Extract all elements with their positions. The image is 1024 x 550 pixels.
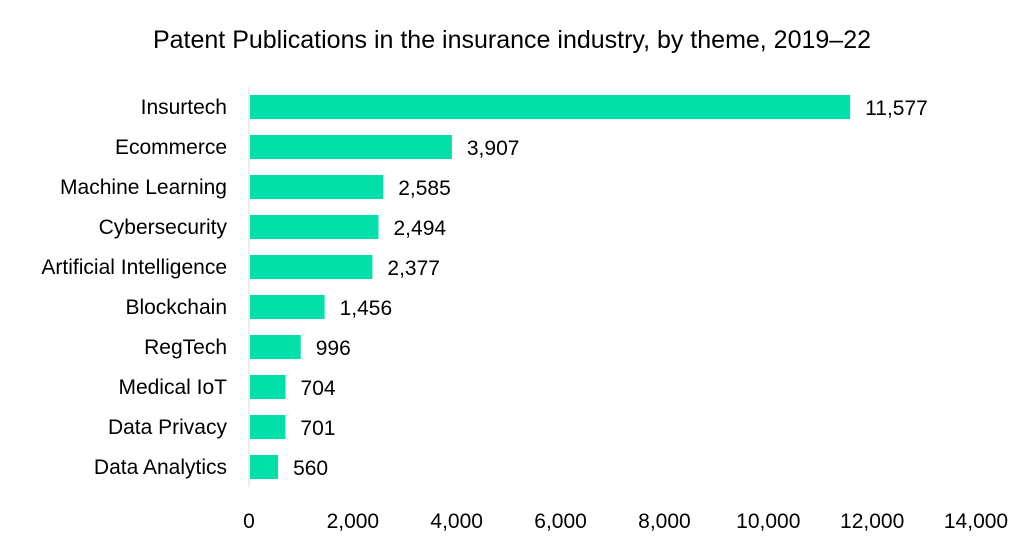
x-tick-label: 10,000: [736, 510, 800, 533]
data-label: 701: [300, 417, 335, 440]
x-tick-label: 8,000: [638, 510, 691, 533]
bar: [250, 455, 279, 479]
category-label: Medical IoT: [118, 376, 227, 399]
category-label: Machine Learning: [60, 176, 227, 199]
data-label: 2,377: [387, 257, 440, 280]
x-tick-label: 12,000: [840, 510, 904, 533]
x-tick-label: 0: [243, 510, 255, 533]
bar: [250, 295, 325, 319]
bar: [250, 175, 384, 199]
bar: [250, 135, 452, 159]
data-label: 560: [293, 457, 328, 480]
category-label: Insurtech: [141, 96, 227, 119]
data-label: 3,907: [467, 137, 520, 160]
data-label: 2,585: [398, 177, 451, 200]
x-tick-label: 2,000: [327, 510, 380, 533]
bar: [250, 335, 301, 359]
category-label: Data Analytics: [94, 456, 227, 479]
category-label: Cybersecurity: [99, 216, 228, 239]
bar: [250, 255, 373, 279]
data-label: 704: [301, 377, 336, 400]
plot-area: Insurtech 11,577 Ecommerce 3,907 Machine Lea…: [41, 87, 1008, 533]
bar: [250, 215, 379, 239]
bar: [250, 375, 286, 399]
x-tick-label: 4,000: [430, 510, 483, 533]
data-label: 11,577: [865, 97, 928, 120]
data-label: 996: [316, 337, 351, 360]
data-label: 2,494: [394, 217, 447, 240]
category-label: Data Privacy: [108, 416, 228, 439]
x-tick-label: 14,000: [944, 510, 1008, 533]
bar: [250, 95, 851, 119]
category-label: Artificial Intelligence: [41, 256, 227, 279]
data-label: 1,456: [340, 297, 393, 320]
chart-title: Patent Publications in the insurance ind…: [153, 26, 871, 54]
category-label: Blockchain: [125, 296, 227, 319]
x-tick-label: 6,000: [534, 510, 587, 533]
category-label: RegTech: [144, 336, 227, 359]
category-label: Ecommerce: [115, 136, 227, 159]
bar: [250, 415, 286, 439]
